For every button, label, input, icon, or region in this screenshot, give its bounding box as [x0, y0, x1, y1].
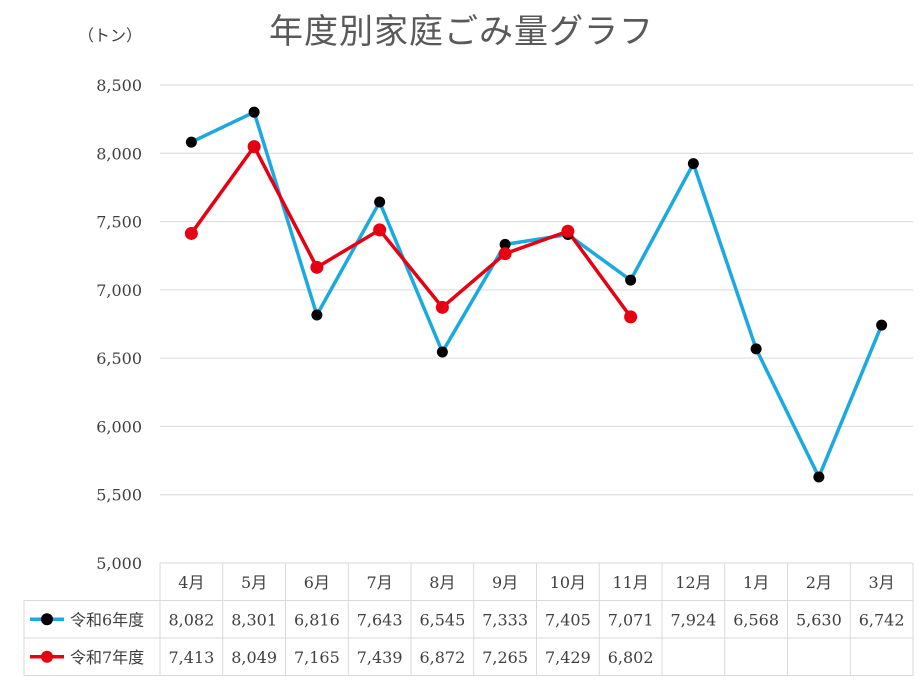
- table-value-cell: 7,643: [357, 610, 403, 629]
- data-point-series-2: [435, 300, 449, 314]
- chart-title: 年度別家庭ごみ量グラフ: [269, 12, 654, 52]
- data-point-series-2: [247, 140, 261, 154]
- series-markers: [184, 106, 888, 483]
- x-category-label: 9月: [492, 573, 518, 592]
- y-tick-label: 8,500: [96, 76, 142, 95]
- table-value-cell: 6,742: [859, 610, 905, 629]
- table-value-cell: 7,413: [168, 648, 214, 667]
- y-tick-label: 7,000: [96, 281, 142, 300]
- data-point-series-1: [185, 136, 197, 148]
- data-point-series-1: [248, 106, 260, 118]
- data-point-series-1: [625, 274, 637, 286]
- x-category-label: 6月: [304, 573, 330, 592]
- data-point-series-1: [311, 309, 323, 321]
- gridlines: [160, 84, 913, 496]
- table-value-cell: 6,545: [419, 610, 465, 629]
- data-point-series-1: [499, 238, 511, 250]
- legend-label: 令和7年度: [70, 648, 144, 667]
- data-point-series-1: [750, 343, 762, 355]
- table-value-cell: 5,630: [796, 610, 842, 629]
- x-category-label: 4月: [178, 573, 204, 592]
- table-value-cell: 7,429: [545, 648, 591, 667]
- table-value-cell: 6,872: [419, 648, 465, 667]
- table-value-cell: 7,165: [294, 648, 340, 667]
- x-category-label: 2月: [806, 573, 832, 592]
- table-value-cell: 6,816: [294, 610, 340, 629]
- data-point-series-2: [498, 247, 512, 261]
- y-axis-unit-label: （トン）: [78, 26, 143, 45]
- table-value-cell: 7,333: [482, 610, 528, 629]
- x-category-label: 10月: [550, 573, 586, 592]
- y-tick-label: 8,000: [96, 144, 142, 163]
- table-value-cell: 8,301: [231, 610, 277, 629]
- legend-marker: [41, 613, 53, 626]
- x-category-label: 3月: [869, 573, 895, 592]
- table-value-cell: 6,802: [608, 648, 654, 667]
- series-line-1: [189, 110, 884, 479]
- table-value-cell: 7,439: [357, 648, 403, 667]
- table-value-cell: 7,924: [670, 610, 716, 629]
- y-tick-label: 5,500: [96, 486, 142, 505]
- data-point-series-2: [561, 224, 575, 238]
- table-value-cell: 7,405: [545, 610, 591, 629]
- series-lines: [189, 110, 884, 479]
- data-point-series-1: [436, 346, 448, 358]
- legend-label: 令和6年度: [70, 610, 144, 629]
- data-point-series-1: [876, 319, 888, 331]
- data-point-series-2: [310, 260, 324, 274]
- x-category-label: 11月: [612, 573, 648, 592]
- data-point-series-2: [184, 226, 198, 240]
- series-line-2: [189, 144, 633, 319]
- data-point-series-2: [373, 223, 387, 237]
- table-value-cell: 7,265: [482, 648, 528, 667]
- data-point-series-1: [813, 471, 825, 483]
- data-point-series-1: [374, 196, 386, 208]
- table-value-cell: 7,071: [608, 610, 654, 629]
- data-point-series-2: [624, 310, 638, 324]
- data-point-series-1: [687, 158, 699, 170]
- y-tick-label: 5,000: [96, 554, 142, 573]
- x-category-label: 7月: [367, 573, 393, 592]
- table-value-cell: 8,049: [231, 648, 277, 667]
- y-tick-label: 6,500: [96, 349, 142, 368]
- x-category-label: 12月: [675, 573, 711, 592]
- y-tick-label: 6,000: [96, 417, 142, 436]
- legend-marker: [41, 650, 53, 663]
- x-category-label: 1月: [743, 573, 769, 592]
- table-value-cell: 6,568: [733, 610, 779, 629]
- y-axis-ticks: 5,000 5,500 6,000 6,500 7,000 7,500 8,000 8,500: [96, 76, 142, 573]
- table-value-cell: 8,082: [168, 610, 214, 629]
- x-category-label: 8月: [429, 573, 455, 592]
- x-category-label: 5月: [241, 573, 267, 592]
- y-tick-label: 7,500: [96, 213, 142, 232]
